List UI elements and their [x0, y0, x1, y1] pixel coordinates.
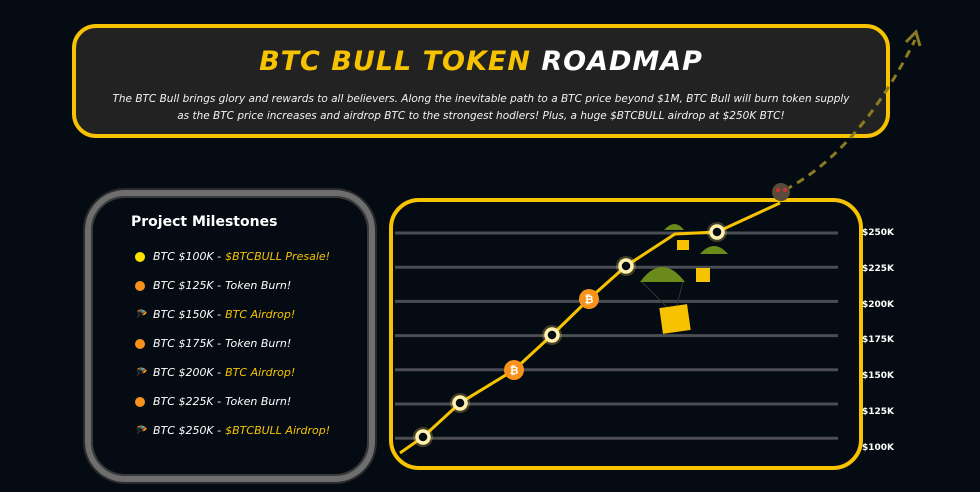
- milestone-item: BTC $175K - Token Burn!: [135, 329, 369, 358]
- bitcoin-icon: ₿: [579, 289, 599, 309]
- milestone-event: BTC Airdrop!: [225, 308, 296, 321]
- milestone-node: [544, 327, 560, 343]
- yellow-dot-icon: [135, 251, 145, 262]
- milestone-item: BTC $125K - Token Burn!: [135, 271, 369, 300]
- milestone-price: BTC $125K -: [153, 279, 222, 292]
- milestone-price: BTC $250K -: [153, 424, 222, 437]
- parachute-icon: 🪂: [135, 425, 147, 436]
- svg-text:₿: ₿: [510, 364, 519, 377]
- y-axis-label: $225K: [862, 263, 895, 274]
- milestone-item: 🪂 BTC $200K - BTC Airdrop!: [135, 358, 369, 387]
- parachute-icon: 🪂: [135, 309, 147, 320]
- parachute-icon: 🪂: [135, 367, 147, 378]
- y-axis-label: $125K: [862, 407, 895, 417]
- orange-dot-icon: [135, 338, 145, 349]
- milestones-panel: Project Milestones BTC $100K - $BTCBULL …: [85, 190, 375, 482]
- milestone-node: [618, 258, 634, 274]
- parachute-drops: [640, 224, 728, 334]
- milestone-item: BTC $225K - Token Burn!: [135, 387, 369, 416]
- milestone-item: 🪂 BTC $250K - $BTCBULL Airdrop!: [135, 416, 369, 445]
- page-title: BTC BULL TOKEN ROADMAP: [259, 46, 703, 77]
- milestone-price: BTC $150K -: [153, 308, 222, 321]
- milestone-price: BTC $175K -: [153, 337, 222, 350]
- dashed-arrow: [784, 39, 917, 192]
- y-axis-label: $175K: [862, 335, 895, 346]
- y-axis-label: $250K: [862, 228, 895, 238]
- milestone-event: Token Burn!: [225, 395, 292, 408]
- milestone-event: Token Burn!: [225, 279, 292, 292]
- milestone-item: 🪂 BTC $150K - BTC Airdrop!: [135, 300, 369, 329]
- orange-dot-icon: [135, 280, 145, 291]
- svg-text:₿: ₿: [585, 293, 594, 306]
- bull-icon: [772, 183, 790, 201]
- parachute-icon: [640, 267, 691, 334]
- roadmap-header: BTC BULL TOKEN ROADMAP The BTC Bull brin…: [72, 24, 890, 138]
- parachute-icon: [696, 246, 728, 282]
- y-axis-label: $200K: [862, 299, 895, 310]
- price-path: [399, 201, 781, 455]
- arrow-head-icon: [904, 29, 922, 47]
- milestones-list: BTC $100K - $BTCBULL Presale! BTC $125K -…: [135, 242, 369, 445]
- milestone-event: $BTCBULL Presale!: [225, 250, 331, 263]
- y-axis-label: $100K: [862, 442, 895, 453]
- bitcoin-icon: ₿: [504, 360, 524, 380]
- milestones-title: Project Milestones: [131, 214, 278, 230]
- milestone-event: Token Burn!: [225, 337, 292, 350]
- parachute-icon: [664, 224, 689, 250]
- milestone-event: $BTCBULL Airdrop!: [225, 424, 331, 437]
- chart-frame: [389, 198, 863, 470]
- y-axis-label: $150K: [862, 371, 895, 382]
- milestone-price: BTC $100K -: [153, 250, 222, 263]
- milestone-price: BTC $225K -: [153, 395, 222, 408]
- milestone-node: [452, 395, 468, 411]
- milestone-node: [415, 429, 431, 445]
- milestone-price: BTC $200K -: [153, 366, 222, 379]
- milestone-node: [709, 224, 725, 240]
- orange-dot-icon: [135, 396, 145, 407]
- roadmap-description: The BTC Bull brings glory and rewards to…: [112, 93, 850, 122]
- milestone-event: BTC Airdrop!: [225, 366, 296, 379]
- milestone-item: BTC $100K - $BTCBULL Presale!: [135, 242, 369, 271]
